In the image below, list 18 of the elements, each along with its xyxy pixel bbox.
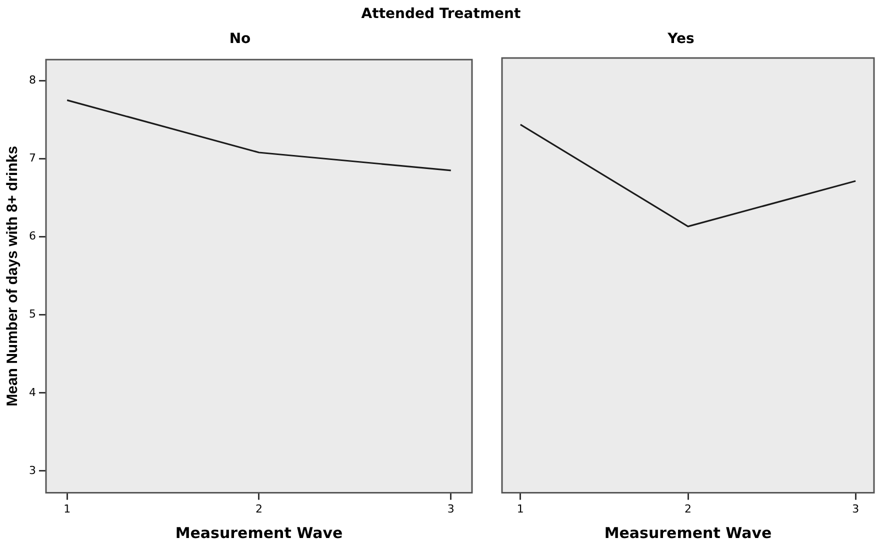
x-tick-label: 3: [447, 502, 454, 516]
chart-subtitle: Yes: [666, 30, 696, 49]
y-tick-label: 8: [29, 74, 36, 87]
x-tick-label: 1: [516, 502, 524, 516]
y-tick-label: 4: [29, 386, 36, 399]
x-axis-title: Measurement Wave: [604, 524, 772, 542]
y-tick-label: 5: [29, 308, 36, 321]
x-tick-label: 1: [64, 502, 71, 516]
x-axis-title: Measurement Wave: [175, 524, 343, 542]
x-tick-label: 3: [852, 502, 860, 516]
x-tick-label: 2: [256, 502, 262, 516]
y-tick-label: 7: [29, 152, 36, 165]
x-tick-label: 2: [684, 502, 692, 516]
y-axis-title: Mean Number of days with 8+ drinks: [4, 146, 22, 406]
chart-title: Attended Treatment: [360, 6, 522, 22]
y-tick-label: 3: [29, 464, 36, 477]
y-tick-label: 6: [29, 230, 36, 243]
chart-subtitle: No: [228, 30, 252, 49]
